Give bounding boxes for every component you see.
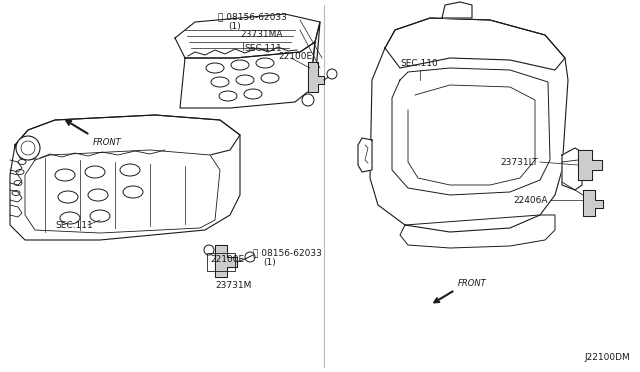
- Ellipse shape: [90, 210, 110, 222]
- Ellipse shape: [16, 170, 24, 174]
- Polygon shape: [385, 18, 565, 70]
- Polygon shape: [10, 115, 240, 240]
- Circle shape: [327, 69, 337, 79]
- Ellipse shape: [244, 89, 262, 99]
- Polygon shape: [308, 62, 324, 92]
- Text: FRONT: FRONT: [93, 138, 122, 147]
- Text: 22100E: 22100E: [278, 51, 312, 61]
- Text: 23731LT: 23731LT: [500, 157, 538, 167]
- Ellipse shape: [60, 212, 80, 224]
- Ellipse shape: [206, 63, 224, 73]
- Polygon shape: [358, 138, 372, 172]
- Polygon shape: [442, 2, 472, 18]
- Text: SEC.111: SEC.111: [55, 221, 93, 230]
- Polygon shape: [215, 245, 237, 277]
- Ellipse shape: [58, 191, 78, 203]
- Polygon shape: [180, 42, 315, 108]
- Ellipse shape: [18, 160, 26, 164]
- Ellipse shape: [120, 164, 140, 176]
- Ellipse shape: [14, 180, 22, 186]
- Text: 22100E: 22100E: [210, 256, 244, 264]
- Text: Ⓑ 08156-62033: Ⓑ 08156-62033: [253, 248, 322, 257]
- Circle shape: [204, 245, 214, 255]
- Ellipse shape: [256, 58, 274, 68]
- Text: 23731MA: 23731MA: [240, 30, 282, 39]
- Polygon shape: [310, 22, 320, 90]
- Polygon shape: [175, 14, 320, 58]
- Ellipse shape: [88, 189, 108, 201]
- Text: 23731M: 23731M: [215, 281, 252, 290]
- Polygon shape: [392, 68, 550, 195]
- Text: FRONT: FRONT: [458, 279, 487, 288]
- Text: Ⓑ 08156-62033: Ⓑ 08156-62033: [218, 12, 287, 21]
- Text: SEC.110: SEC.110: [400, 59, 438, 68]
- Text: (1): (1): [263, 259, 276, 267]
- Ellipse shape: [85, 166, 105, 178]
- Polygon shape: [370, 18, 568, 232]
- Text: 22406A: 22406A: [513, 196, 548, 205]
- Ellipse shape: [211, 77, 229, 87]
- Ellipse shape: [123, 186, 143, 198]
- Ellipse shape: [219, 91, 237, 101]
- Text: (1): (1): [228, 22, 241, 31]
- Circle shape: [21, 141, 35, 155]
- Text: J22100DM: J22100DM: [584, 353, 630, 362]
- Polygon shape: [562, 148, 582, 190]
- Ellipse shape: [236, 75, 254, 85]
- Polygon shape: [25, 150, 220, 233]
- Ellipse shape: [12, 190, 20, 196]
- Ellipse shape: [261, 73, 279, 83]
- Text: SEC.111: SEC.111: [244, 44, 282, 52]
- Ellipse shape: [231, 60, 249, 70]
- Ellipse shape: [55, 169, 75, 181]
- Polygon shape: [578, 150, 602, 180]
- Bar: [207, 253, 235, 271]
- Polygon shape: [583, 190, 603, 216]
- Polygon shape: [15, 115, 240, 160]
- Polygon shape: [400, 215, 555, 248]
- Circle shape: [16, 136, 40, 160]
- Circle shape: [302, 94, 314, 106]
